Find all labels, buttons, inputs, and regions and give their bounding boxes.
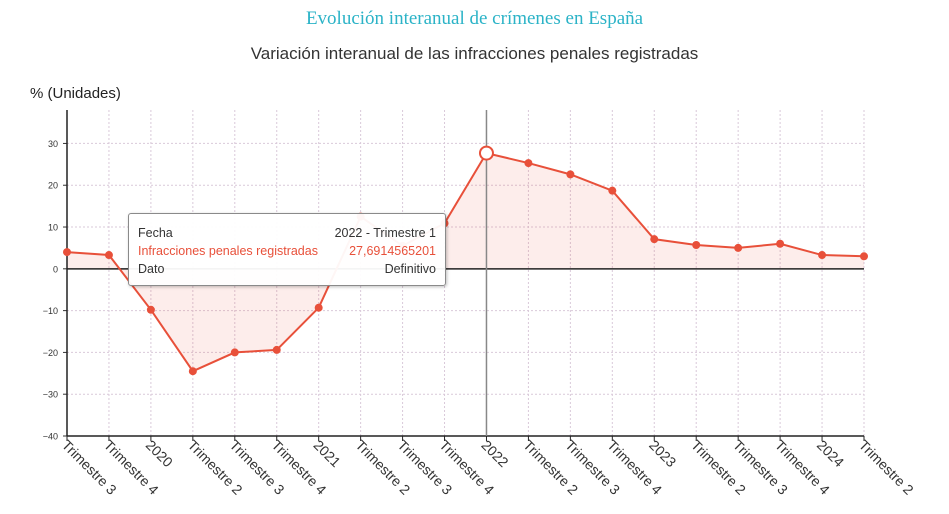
- tooltip-row-dato: Dato Definitivo: [138, 260, 436, 278]
- tooltip-row-series: Infracciones penales registradas 27,6914…: [138, 242, 436, 260]
- data-point[interactable]: [524, 159, 533, 168]
- data-point-highlighted[interactable]: [478, 145, 494, 161]
- tooltip-dato-value: Definitivo: [384, 262, 436, 276]
- x-tick-label: 2023: [646, 437, 679, 470]
- data-point[interactable]: [734, 243, 743, 252]
- tooltip-series-label: Infracciones penales registradas: [138, 244, 318, 258]
- data-point[interactable]: [63, 248, 71, 257]
- y-tick-label: 10: [48, 223, 58, 233]
- data-point[interactable]: [230, 348, 239, 357]
- data-point[interactable]: [566, 170, 575, 179]
- y-axis-unit-label: % (Unidades): [30, 85, 121, 102]
- data-point[interactable]: [692, 240, 701, 249]
- data-point[interactable]: [650, 235, 659, 244]
- y-tick-label: −30: [43, 390, 58, 400]
- y-tick-label: 30: [48, 139, 58, 149]
- y-tick-label: 0: [53, 264, 58, 274]
- data-point[interactable]: [860, 252, 868, 261]
- y-tick-label: −10: [43, 306, 58, 316]
- page-title: Evolución interanual de crímenes en Espa…: [305, 8, 644, 29]
- tooltip-dato-label: Dato: [138, 262, 165, 276]
- data-point[interactable]: [104, 251, 113, 260]
- data-point[interactable]: [146, 305, 155, 314]
- series-area: [67, 153, 864, 372]
- data-point[interactable]: [818, 251, 827, 260]
- x-tick-label: Trimestre 2: [856, 437, 917, 498]
- x-tick-label: 2021: [311, 437, 344, 470]
- chart-title: Variación interanual de las infracciones…: [250, 44, 699, 63]
- data-point[interactable]: [272, 345, 281, 354]
- tooltip-row-fecha: Fecha 2022 - Trimestre 1: [138, 224, 436, 242]
- tooltip-series-value: 27,6914565201: [349, 244, 436, 258]
- x-tick-label: 2020: [143, 437, 176, 470]
- y-tick-label: 20: [48, 181, 58, 191]
- data-point[interactable]: [314, 303, 323, 312]
- data-point[interactable]: [188, 367, 197, 376]
- y-tick-label: −20: [43, 348, 58, 358]
- data-point[interactable]: [776, 239, 785, 248]
- tooltip-fecha-label: Fecha: [138, 226, 173, 240]
- series-line: [66, 151, 865, 373]
- chart-tooltip: Fecha 2022 - Trimestre 1 Infracciones pe…: [128, 213, 446, 286]
- x-tick-label: 2024: [814, 437, 847, 470]
- data-point[interactable]: [608, 186, 617, 195]
- tooltip-fecha-value: 2022 - Trimestre 1: [334, 226, 436, 240]
- x-tick-label: 2022: [478, 437, 511, 470]
- y-tick-label: −40: [43, 432, 58, 442]
